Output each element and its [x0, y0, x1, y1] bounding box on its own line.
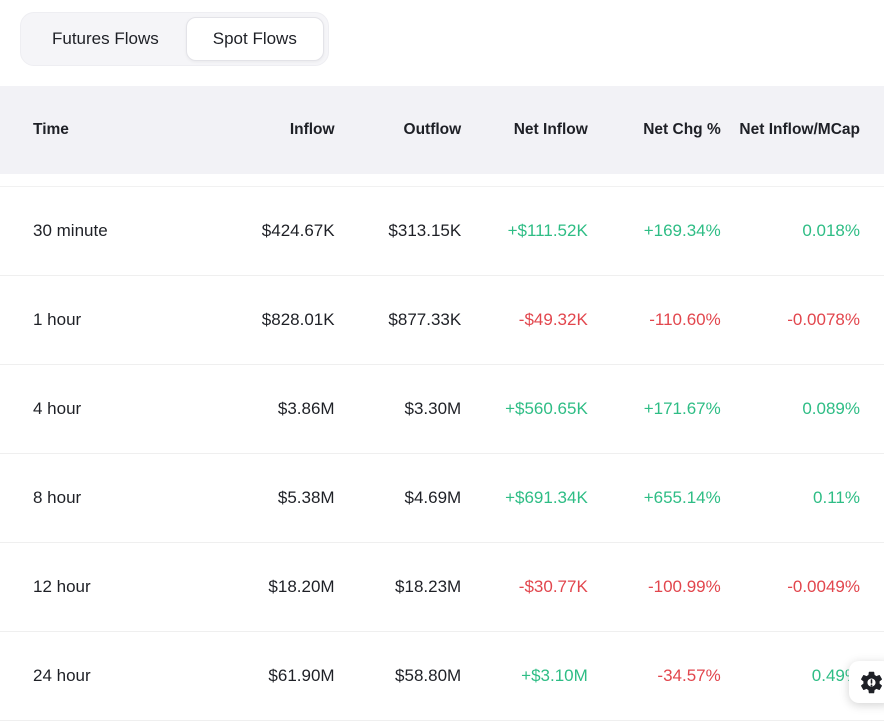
header-net-inflow-mcap: Net Inflow/MCap	[739, 121, 860, 138]
table-header-row: Time Inflow Outflow Net Inflow Net Chg %…	[0, 86, 884, 174]
tab-futures-flows[interactable]: Futures Flows	[52, 29, 159, 48]
inflow-cell: $3.86M	[277, 399, 335, 418]
inflow-cell: $61.90M	[268, 666, 335, 685]
inflow-cell: $828.01K	[261, 310, 335, 329]
header-net-chg: Net Chg %	[643, 121, 721, 138]
outflow-cell: $58.80M	[395, 666, 462, 685]
inflow-cell: $424.67K	[261, 221, 335, 240]
outflow-cell: $4.69M	[404, 488, 462, 507]
header-outflow: Outflow	[403, 121, 462, 138]
tab-spot-flows[interactable]: Spot Flows	[185, 17, 324, 61]
table-row: 12 hour $18.20M $18.23M -$30.77K -100.99…	[0, 543, 884, 632]
header-time: Time	[33, 121, 69, 138]
table-row: 24 hour $61.90M $58.80M +$3.10M -34.57% …	[0, 632, 884, 721]
gear-alert-icon	[858, 669, 885, 696]
outflow-cell: $3.30M	[404, 399, 462, 418]
header-inflow: Inflow	[289, 121, 335, 138]
table-row: 1 hour $828.01K $877.33K -$49.32K -110.6…	[0, 276, 884, 365]
table-row: 4 hour $3.86M $3.30M +$560.65K +171.67% …	[0, 365, 884, 454]
inflow-cell: $18.20M	[268, 577, 335, 596]
net-inflow-mcap-cell: 0.089%	[802, 399, 860, 418]
outflow-cell: $18.23M	[395, 577, 462, 596]
time-cell: 24 hour	[33, 666, 91, 685]
net-inflow-mcap-cell: -0.0078%	[787, 310, 860, 329]
net-inflow-mcap-cell: 0.49%	[811, 666, 860, 685]
table-row: 8 hour $5.38M $4.69M +$691.34K +655.14% …	[0, 454, 884, 543]
net-chg-cell: -100.99%	[647, 577, 721, 596]
net-chg-cell: +655.14%	[643, 488, 721, 507]
net-inflow-cell: +$111.52K	[507, 221, 588, 240]
net-chg-cell: -34.57%	[657, 666, 721, 685]
net-inflow-mcap-cell: 0.018%	[802, 221, 860, 240]
net-chg-cell: +169.34%	[643, 221, 721, 240]
spot-flows-table: Time Inflow Outflow Net Inflow Net Chg %…	[0, 86, 893, 721]
time-cell: 30 minute	[33, 221, 108, 240]
outflow-cell: $313.15K	[388, 221, 462, 240]
header-net-inflow: Net Inflow	[513, 121, 588, 138]
net-inflow-mcap-cell: 0.11%	[813, 488, 860, 507]
time-cell: 4 hour	[33, 399, 82, 418]
time-cell: 1 hour	[33, 310, 82, 329]
net-inflow-cell: +$560.65K	[505, 399, 588, 418]
scrollbar-track[interactable]	[884, 86, 893, 722]
net-chg-cell: +171.67%	[643, 399, 721, 418]
table-row: 30 minute $424.67K $313.15K +$111.52K +1…	[0, 187, 884, 276]
flows-tab-bar: Futures Flows Spot Flows	[20, 12, 329, 66]
time-cell: 12 hour	[33, 577, 91, 596]
net-inflow-cell: +$3.10M	[521, 666, 588, 685]
net-inflow-cell: -$30.77K	[518, 577, 588, 596]
net-inflow-cell: +$691.34K	[505, 488, 588, 507]
net-inflow-mcap-cell: -0.0049%	[787, 577, 860, 596]
inflow-cell: $5.38M	[277, 488, 335, 507]
table-body: 30 minute $424.67K $313.15K +$111.52K +1…	[0, 186, 893, 721]
outflow-cell: $877.33K	[388, 310, 462, 329]
net-chg-cell: -110.60%	[649, 310, 721, 329]
net-inflow-cell: -$49.32K	[518, 310, 588, 329]
time-cell: 8 hour	[33, 488, 82, 507]
